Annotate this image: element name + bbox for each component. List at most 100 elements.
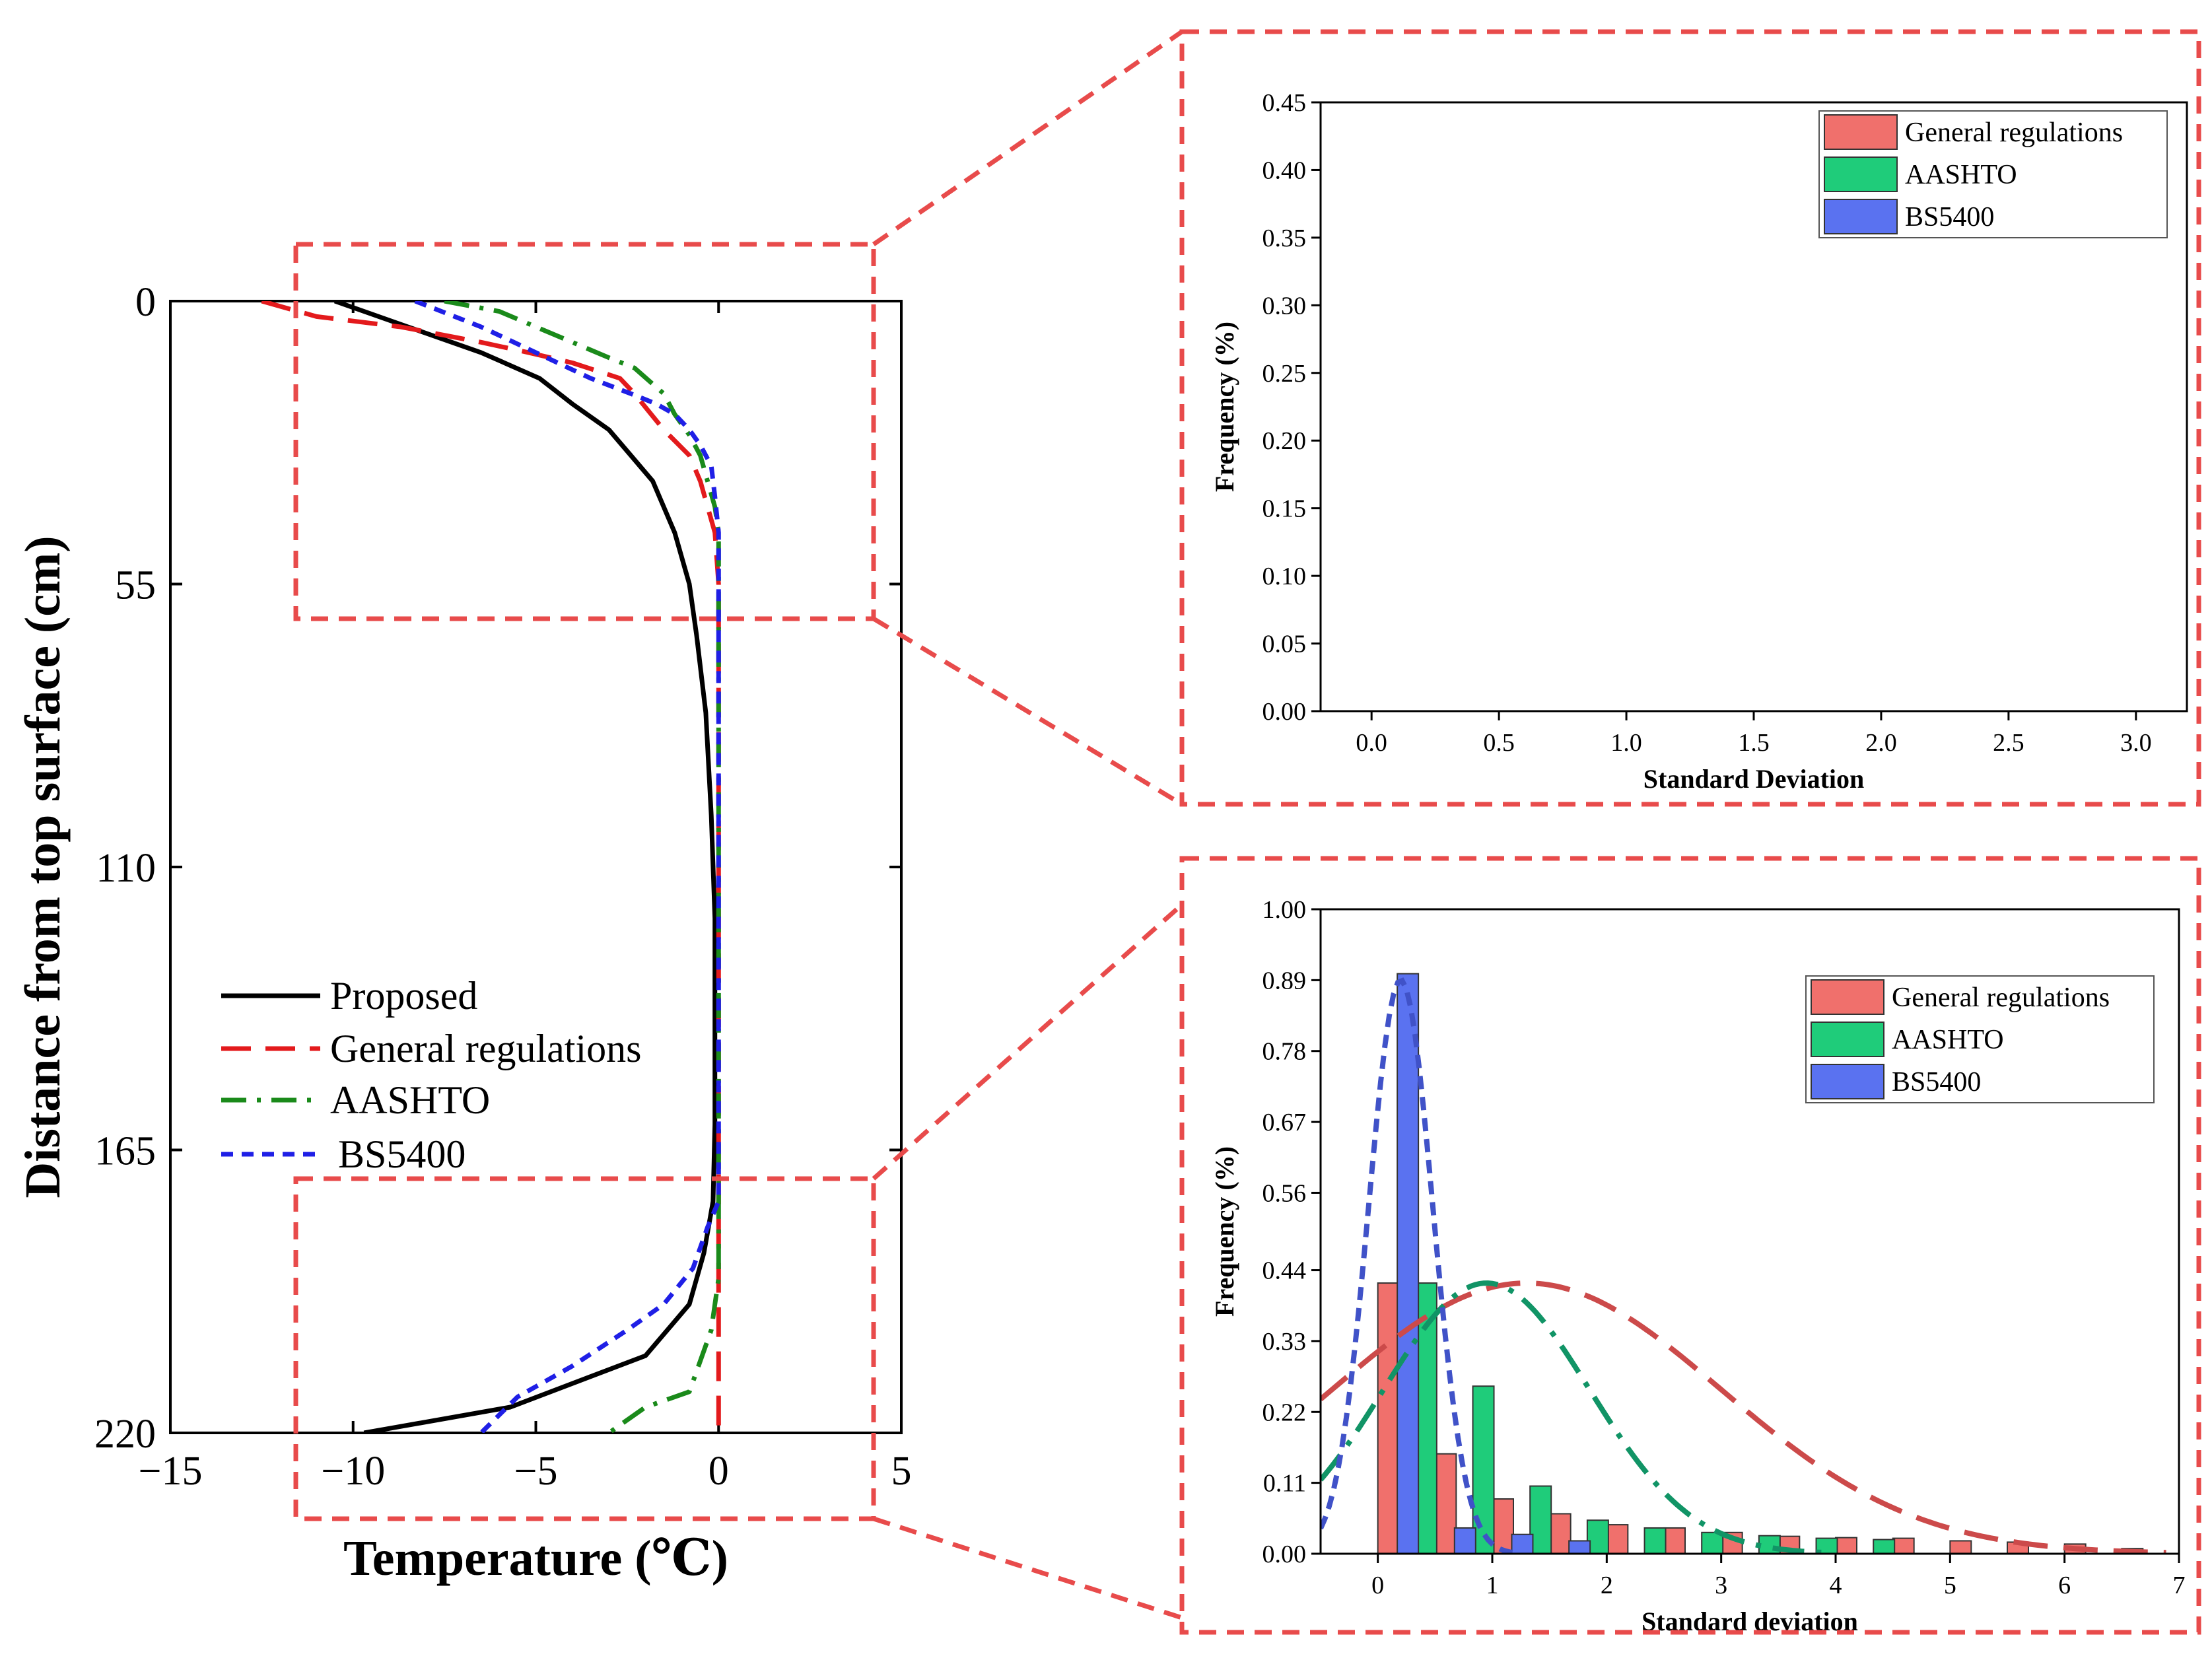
panel-box-bottom [1179, 856, 2201, 1635]
bar-general [1830, 641, 1853, 711]
x-tick-label: 2.5 [1993, 729, 2024, 757]
bar-aashto [1932, 594, 1954, 711]
legend-label-2: AASHTO [1905, 160, 2017, 190]
bar-general [1492, 1498, 1514, 1554]
legend-swatch-3 [1824, 199, 1898, 234]
legend-label-1: General regulations [1892, 983, 2110, 1013]
legend-swatch-2 [1824, 156, 1898, 192]
callout-box-top [293, 242, 876, 621]
bar-bs5400 [1703, 462, 1725, 711]
y-tick-label: 0.67 [1262, 1109, 1307, 1136]
x-tick-label: 1.0 [1610, 729, 1642, 757]
y-tick-label: 0.30 [1262, 292, 1307, 320]
legend-swatch-3 [1811, 1064, 1884, 1099]
bar-general [1548, 1513, 1572, 1554]
fit-curve-aashto [1321, 362, 2187, 710]
bar-general [1606, 1524, 1629, 1554]
x-axis-title: Temperature (℃) [343, 1531, 728, 1586]
bar-general [1835, 1537, 1857, 1554]
plot-frame [1319, 101, 2188, 712]
bar-aashto [1643, 1527, 1667, 1554]
y-tick-label: 0 [135, 280, 156, 325]
lower-histogram-chart: 0 1 2 3 4 5 6 7 0.00 0.11 0.22 0.33 0.44 0.56 0.67 0.78… [1210, 896, 2186, 1636]
bar-aashto [1529, 1485, 1552, 1554]
legend-swatch-1 [1824, 114, 1898, 150]
y-tick-label: 1.00 [1262, 896, 1307, 924]
bar-bs5400 [1568, 1540, 1591, 1554]
y-tick-label: 55 [115, 563, 156, 608]
bar-aashto [2034, 596, 2056, 711]
bar-aashto [1881, 641, 1904, 711]
x-tick-label: 1.5 [1738, 729, 1770, 757]
x-tick-label: 6 [2058, 1572, 2071, 1599]
bar-aashto [1780, 607, 1802, 711]
series-line-2 [261, 301, 721, 1433]
y-tick-label: 0.35 [1262, 225, 1307, 252]
temperature-profile-chart: −15 −10 −5 0 5 0 55 110 165 220 Temperature (℃) Dis… [15, 280, 912, 1586]
connector-bottom-2 [872, 1516, 1183, 1620]
legend-label-3: BS5400 [1892, 1067, 1981, 1097]
bar-aashto [1586, 1519, 1609, 1554]
y-tick-label: 0.56 [1262, 1179, 1307, 1207]
x-tick-label: 7 [2173, 1572, 2186, 1599]
legend-label-3: AASHTO [330, 1078, 490, 1122]
x-tick-label: 4 [1830, 1572, 1842, 1599]
legend-label-2: AASHTO [1892, 1025, 2004, 1055]
connector-top-1 [872, 30, 1183, 246]
bar-aashto [2085, 612, 2108, 711]
bar-bs5400 [1652, 386, 1675, 711]
fit-curve-bs5400 [1321, 244, 1867, 711]
bar-bs5400 [1805, 582, 1827, 711]
bar-general [1881, 657, 1904, 711]
x-tick-label: −15 [139, 1449, 203, 1494]
bar-general [1677, 580, 1700, 711]
callout-boxes [293, 29, 2201, 1635]
bar-general [1575, 119, 1598, 711]
x-tick-label: 0.0 [1356, 729, 1387, 757]
bar-bs5400 [1453, 1527, 1476, 1554]
x-tick-label: 0 [709, 1449, 729, 1494]
bar-aashto [1728, 567, 1750, 711]
y-tick-label: 0.00 [1262, 1541, 1307, 1568]
bar-general [1377, 1282, 1400, 1554]
y-axis-title: Frequency (%) [1210, 322, 1239, 492]
x-tick-label: 1 [1486, 1572, 1499, 1599]
plot-frame [1319, 908, 2180, 1555]
y-tick-label: 0.78 [1262, 1038, 1307, 1066]
x-tick-label: 0 [1371, 1572, 1384, 1599]
x-tick-label: −10 [321, 1449, 385, 1494]
legend-label-1: Proposed [330, 974, 477, 1018]
y-tick-label: 0.00 [1262, 698, 1307, 726]
y-tick-label: 0.22 [1262, 1399, 1307, 1426]
x-tick-label: 3.0 [2120, 729, 2152, 757]
y-tick-label: 220 [94, 1412, 156, 1457]
fit-curve-general [1321, 1280, 2166, 1554]
upper-histogram-chart: 0.0 0.5 1.0 1.5 2.0 2.5 3.0 0.00 0.05 0.10 0.15 0.2… [1210, 89, 2188, 794]
x-tick-label: 3 [1715, 1572, 1727, 1599]
y-tick-label: 0.20 [1262, 427, 1307, 455]
series-line-4 [414, 301, 721, 1433]
bar-aashto [1677, 363, 1700, 711]
x-axis-title: Standard Deviation [1643, 764, 1865, 794]
y-tick-label: 0.25 [1262, 360, 1307, 388]
bar-general [1434, 1453, 1457, 1554]
series-line-1 [333, 301, 718, 1433]
series-line-3 [444, 301, 721, 1433]
y-tick-label: 0.33 [1262, 1328, 1307, 1356]
bar-general [1892, 1537, 1915, 1554]
bar-general [1525, 671, 1547, 711]
bar-bs5400 [1601, 246, 1623, 711]
bar-general [1949, 1540, 1972, 1554]
bar-aashto [1472, 1385, 1495, 1554]
bar-general [2178, 1550, 2179, 1554]
x-tick-label: −5 [514, 1449, 558, 1494]
bar-general [1422, 671, 1445, 711]
panel-box-top [1179, 29, 2201, 807]
y-tick-label: 0.10 [1262, 563, 1307, 590]
bar-bs5400 [1754, 526, 1776, 711]
connector-top-2 [872, 617, 1183, 806]
y-tick-label: 0.44 [1262, 1257, 1307, 1285]
y-tick-label: 0.15 [1262, 495, 1307, 523]
bar-bs5400 [1397, 973, 1420, 1554]
